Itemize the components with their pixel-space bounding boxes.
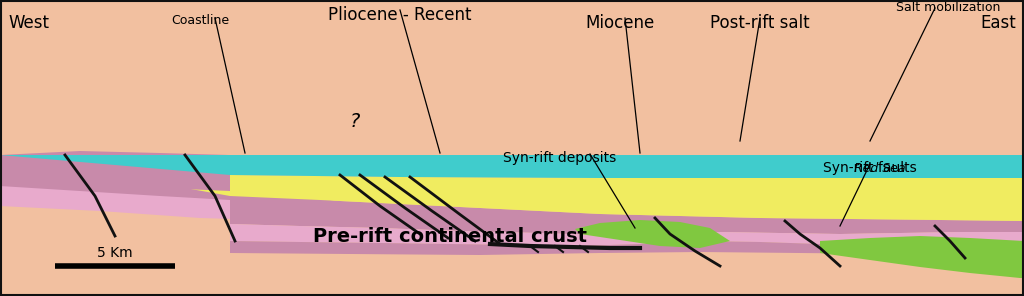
Text: Pre-rift continental crust: Pre-rift continental crust	[313, 226, 587, 245]
Text: Coastline: Coastline	[171, 14, 229, 27]
Polygon shape	[575, 220, 730, 248]
Text: Syn-rift faults: Syn-rift faults	[823, 161, 916, 175]
Text: ?: ?	[350, 112, 360, 131]
Polygon shape	[820, 236, 1024, 278]
Polygon shape	[230, 224, 1024, 246]
Text: West: West	[8, 14, 49, 32]
Text: Syn-rift deposits: Syn-rift deposits	[504, 151, 616, 165]
Text: Salt mobilization: Salt mobilization	[896, 1, 1000, 14]
Polygon shape	[230, 241, 1024, 255]
Text: Miocene: Miocene	[586, 14, 654, 32]
Text: 5 Km: 5 Km	[97, 246, 133, 260]
Polygon shape	[0, 155, 1024, 221]
Polygon shape	[0, 151, 230, 191]
Polygon shape	[0, 155, 1024, 178]
Text: Pliocene - Recent: Pliocene - Recent	[329, 6, 472, 24]
Polygon shape	[0, 158, 350, 205]
Text: Post-rift salt: Post-rift salt	[711, 14, 810, 32]
Text: Red Sea: Red Sea	[854, 163, 906, 176]
Polygon shape	[0, 174, 350, 221]
Text: East: East	[980, 14, 1016, 32]
Polygon shape	[230, 196, 1024, 235]
Polygon shape	[0, 0, 230, 155]
